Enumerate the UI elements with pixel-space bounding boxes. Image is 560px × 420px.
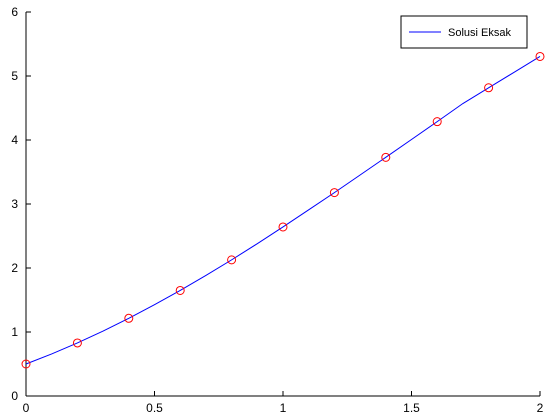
y-tick-label: 6 xyxy=(11,5,18,19)
data-point-marker xyxy=(329,188,339,198)
y-tick-label: 3 xyxy=(11,197,18,211)
data-point-marker xyxy=(175,285,185,295)
data-point-marker xyxy=(381,152,391,162)
data-point-marker xyxy=(124,313,134,323)
legend-label: Solusi Eksak xyxy=(448,27,511,39)
data-point-marker xyxy=(21,359,31,369)
series-layer xyxy=(21,51,545,369)
series-line-solusi-eksak xyxy=(25,56,541,365)
y-tick-label: 2 xyxy=(11,261,18,275)
axes xyxy=(25,12,540,397)
data-point-marker xyxy=(72,338,82,348)
data-point-marker xyxy=(535,51,545,61)
data-point-marker xyxy=(432,117,442,127)
data-point-marker xyxy=(227,255,237,265)
y-tick-label: 1 xyxy=(11,325,18,339)
x-tick-label: 0 xyxy=(23,401,30,415)
y-tick-label: 0 xyxy=(11,389,18,403)
legend: Solusi Eksak xyxy=(400,15,528,49)
x-tick-label: 2 xyxy=(537,401,544,415)
axis-ticks: 0 0.5 1 1.5 2 0 1 2 3 4 5 6 xyxy=(11,5,543,415)
data-point-marker xyxy=(278,222,288,232)
x-tick-label: 0.5 xyxy=(146,401,163,415)
data-point-marker xyxy=(484,83,494,93)
y-tick-label: 4 xyxy=(11,133,18,147)
x-tick-label: 1 xyxy=(280,401,287,415)
y-tick-label: 5 xyxy=(11,69,18,83)
x-tick-label: 1.5 xyxy=(403,401,420,415)
